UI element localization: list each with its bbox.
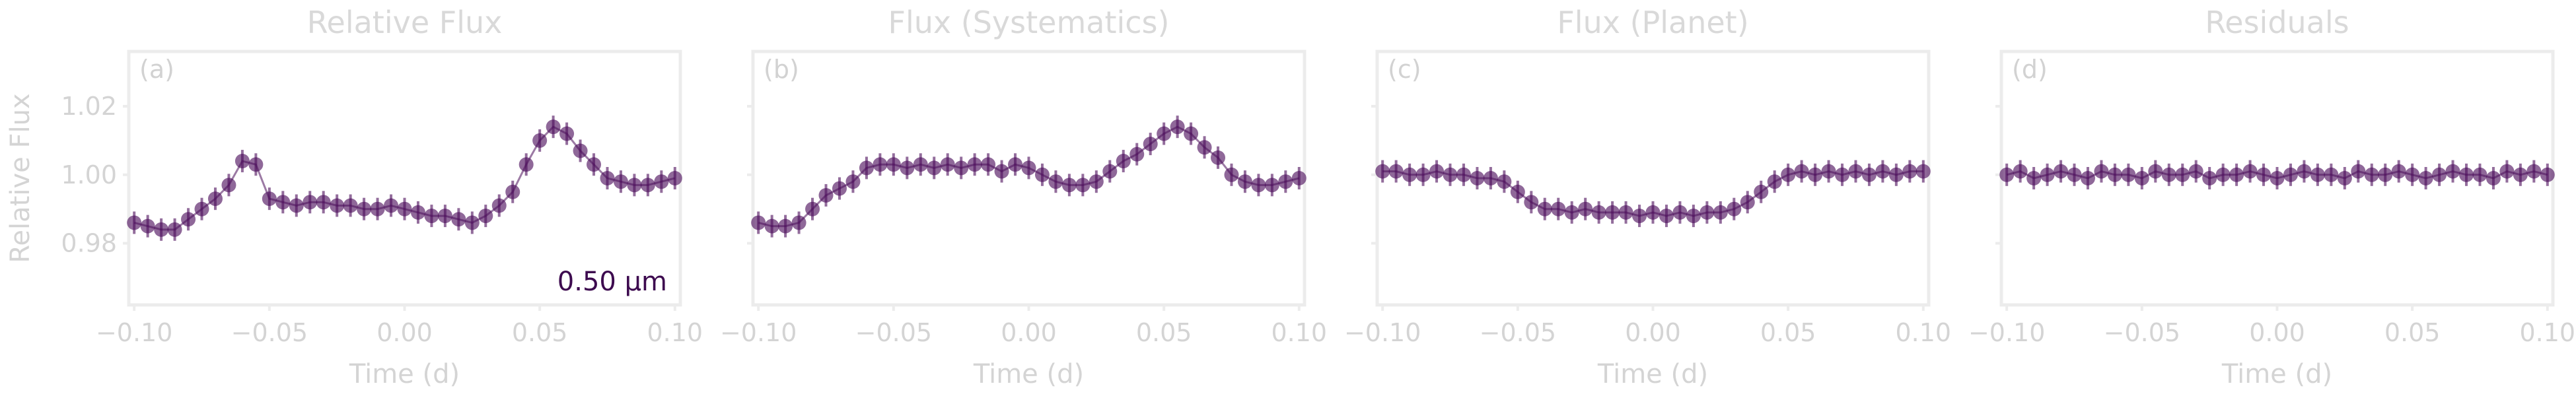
panel-title: Flux (Planet) <box>1557 5 1748 40</box>
x-axis-label: Time (d) <box>973 359 1084 389</box>
x-tick-label: −0.05 <box>2104 318 2180 347</box>
panel-label: (b) <box>764 55 799 84</box>
panel-label: (a) <box>139 55 174 84</box>
y-axis-label: Relative Flux <box>5 93 36 263</box>
x-tick-label: −0.05 <box>231 318 308 347</box>
x-tick-label: 0.05 <box>1760 318 1816 347</box>
x-tick-label: −0.10 <box>1968 318 2045 347</box>
x-tick-label: 0.05 <box>512 318 568 347</box>
panel-c <box>1371 50 1931 311</box>
panel-title: Residuals <box>2205 5 2349 40</box>
x-tick-label: −0.05 <box>1480 318 1556 347</box>
panel-label: (c) <box>1388 55 1421 84</box>
x-tick-label: 0.10 <box>1271 318 1328 347</box>
model-line <box>133 125 676 231</box>
x-tick-label: 0.00 <box>1625 318 1681 347</box>
wavelength-label: 0.50 µm <box>557 267 667 297</box>
x-axis-label: Time (d) <box>1597 359 1708 389</box>
x-tick-label: −0.10 <box>96 318 172 347</box>
x-tick-label: 0.10 <box>647 318 703 347</box>
series-points <box>1999 160 2555 189</box>
panel-b <box>747 50 1306 311</box>
panel-title: Flux (Systematics) <box>888 5 1170 40</box>
model-line <box>1382 170 1923 217</box>
x-axis-label: Time (d) <box>2221 359 2332 389</box>
x-tick-label: 0.05 <box>1136 318 1192 347</box>
panel-label: (d) <box>2012 55 2048 84</box>
x-tick-label: −0.10 <box>720 318 797 347</box>
x-tick-label: 0.00 <box>376 318 433 347</box>
series-points <box>1375 160 1931 228</box>
y-tick-label: 0.98 <box>61 229 117 258</box>
y-tick-label: 1.02 <box>61 92 117 121</box>
panel-a <box>123 50 682 311</box>
panel-title: Relative Flux <box>307 5 503 40</box>
x-tick-label: 0.00 <box>1001 318 1057 347</box>
series-points <box>127 116 682 241</box>
y-tick-label: 1.00 <box>61 160 117 189</box>
series-points <box>751 116 1306 238</box>
x-axis-label: Time (d) <box>349 359 460 389</box>
x-tick-label: 0.10 <box>2520 318 2576 347</box>
panel-d <box>1995 50 2555 311</box>
x-tick-label: 0.10 <box>1896 318 1952 347</box>
model-line <box>2006 170 2548 180</box>
x-tick-label: −0.05 <box>855 318 932 347</box>
x-tick-label: 0.00 <box>2249 318 2305 347</box>
model-line <box>758 125 1300 228</box>
x-tick-label: −0.10 <box>1344 318 1421 347</box>
x-tick-label: 0.05 <box>2384 318 2441 347</box>
